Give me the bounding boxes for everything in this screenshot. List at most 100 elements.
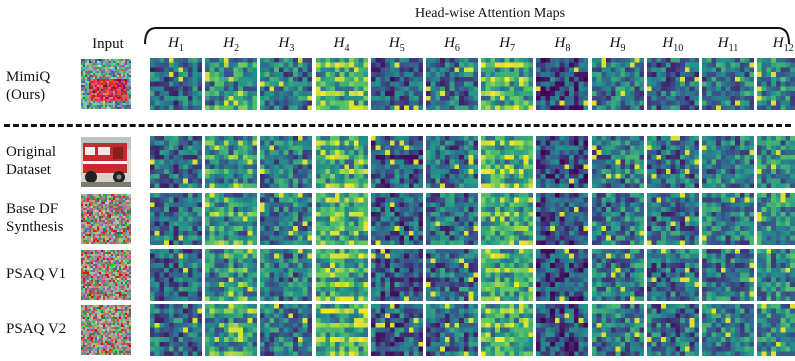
row-label: MimiQ	[6, 68, 50, 86]
head-symbol: H	[223, 35, 234, 51]
attention-map	[702, 58, 754, 110]
attention-map	[647, 136, 699, 188]
head-index: 7	[510, 43, 515, 54]
attention-map	[757, 136, 795, 188]
attention-map	[647, 193, 699, 245]
attention-map	[316, 193, 368, 245]
attention-map	[371, 136, 423, 188]
attention-map	[592, 58, 644, 110]
input-column-label: Input	[84, 36, 132, 53]
head-index: 11	[729, 43, 739, 54]
head-symbol: H	[554, 35, 565, 51]
attention-map	[426, 193, 478, 245]
attention-map	[536, 58, 588, 110]
attention-map	[371, 249, 423, 301]
head-symbol: H	[444, 35, 455, 51]
row-label: Original	[6, 143, 56, 161]
attention-map	[205, 249, 257, 301]
attention-map	[316, 58, 368, 110]
head-label-12: H12	[757, 35, 795, 54]
attention-map	[536, 193, 588, 245]
head-label-7: H7	[481, 35, 533, 54]
head-label-10: H10	[647, 35, 699, 54]
attention-map	[481, 193, 533, 245]
attention-map	[702, 136, 754, 188]
attention-map	[647, 58, 699, 110]
head-index: 8	[565, 43, 570, 54]
head-index: 4	[345, 43, 350, 54]
attention-map	[426, 304, 478, 356]
attention-map	[592, 136, 644, 188]
attention-map	[150, 136, 202, 188]
row-label: (Ours)	[6, 86, 45, 104]
attention-map	[757, 249, 795, 301]
head-index: 1	[179, 43, 184, 54]
attention-map	[260, 304, 312, 356]
row-label: Dataset	[6, 161, 51, 179]
attention-map	[150, 58, 202, 110]
attention-map	[536, 249, 588, 301]
attention-map	[371, 304, 423, 356]
attention-map	[316, 136, 368, 188]
attention-map	[205, 136, 257, 188]
attention-map	[481, 249, 533, 301]
attention-map	[205, 304, 257, 356]
attention-map	[647, 249, 699, 301]
row-label: PSAQ V2	[6, 320, 66, 338]
attention-map	[647, 304, 699, 356]
head-label-1: H1	[150, 35, 202, 54]
attention-map	[316, 249, 368, 301]
head-symbol: H	[662, 35, 673, 51]
attention-map	[702, 193, 754, 245]
attention-map	[702, 249, 754, 301]
attention-map	[536, 304, 588, 356]
head-symbol: H	[334, 35, 345, 51]
row-label: Base DF	[6, 200, 58, 218]
attention-map	[426, 136, 478, 188]
attention-map	[316, 304, 368, 356]
attention-map	[150, 304, 202, 356]
attention-map	[260, 193, 312, 245]
attention-map	[757, 58, 795, 110]
head-label-6: H6	[426, 35, 478, 54]
row-label: Synthesis	[6, 218, 64, 236]
head-label-9: H9	[592, 35, 644, 54]
attention-map	[426, 249, 478, 301]
head-index: 9	[621, 43, 626, 54]
input-image	[81, 250, 131, 300]
head-label-4: H4	[316, 35, 368, 54]
head-symbol: H	[718, 35, 729, 51]
head-symbol: H	[499, 35, 510, 51]
input-image	[81, 305, 131, 355]
attention-map	[150, 249, 202, 301]
attention-map	[536, 136, 588, 188]
head-symbol: H	[610, 35, 621, 51]
attention-map	[260, 58, 312, 110]
head-symbol: H	[773, 35, 784, 51]
attention-map	[371, 193, 423, 245]
attention-map	[592, 249, 644, 301]
input-image	[81, 194, 131, 244]
attention-map	[150, 193, 202, 245]
row-label: PSAQ V1	[6, 265, 66, 283]
head-label-5: H5	[371, 35, 423, 54]
attention-map	[592, 193, 644, 245]
dashed-divider	[4, 124, 791, 127]
attention-map	[757, 304, 795, 356]
head-label-2: H2	[205, 35, 257, 54]
attention-map	[481, 136, 533, 188]
head-index: 3	[289, 43, 294, 54]
head-label-8: H8	[536, 35, 588, 54]
head-label-11: H11	[702, 35, 754, 54]
attention-map	[757, 193, 795, 245]
head-index: 12	[784, 43, 794, 54]
head-symbol: H	[389, 35, 400, 51]
figure-title: Head-wise Attention Maps	[340, 5, 640, 22]
attention-map	[205, 193, 257, 245]
attention-map	[260, 136, 312, 188]
input-image	[81, 137, 131, 187]
attention-map	[481, 58, 533, 110]
head-symbol: H	[168, 35, 179, 51]
attention-map	[205, 58, 257, 110]
